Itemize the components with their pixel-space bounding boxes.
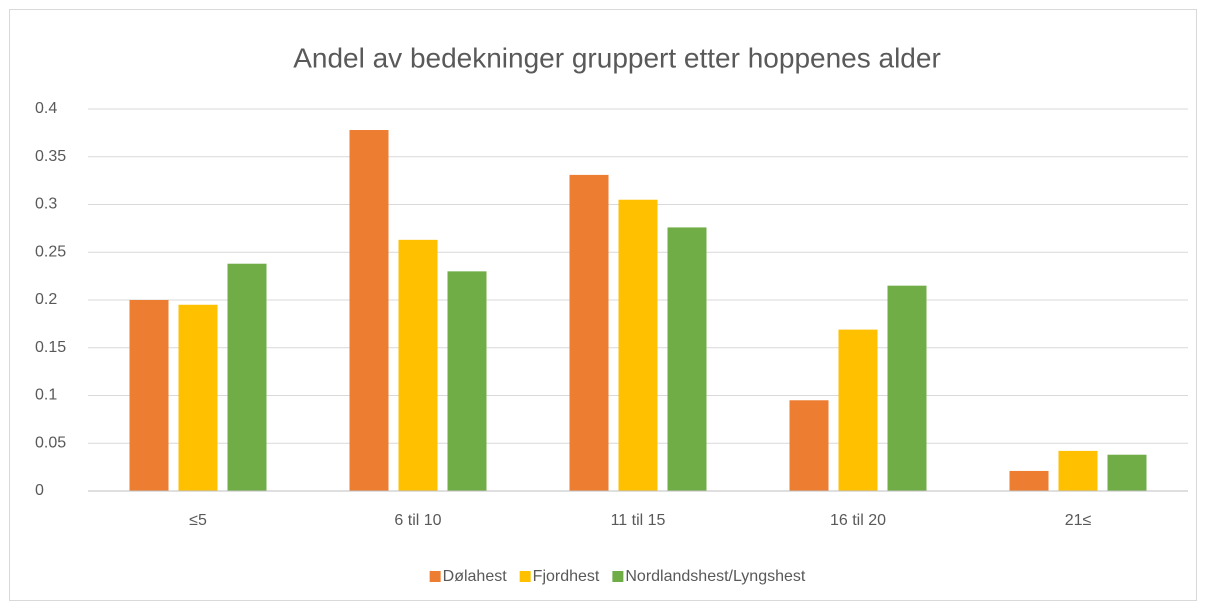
legend-swatch	[519, 571, 531, 582]
x-tick-label: 16 til 20	[830, 512, 886, 529]
bar	[667, 227, 707, 492]
legend-label: Fjordhest	[533, 568, 600, 585]
legend-label: Dølahest	[443, 568, 508, 585]
y-tick-label: 0.05	[35, 434, 66, 451]
x-tick-label: ≤5	[189, 512, 207, 529]
legend-label: Nordlandshest/Lyngshest	[625, 568, 806, 585]
bar	[1058, 450, 1098, 491]
bar	[1107, 454, 1147, 491]
bar	[789, 400, 829, 491]
bar	[618, 199, 658, 491]
bar	[178, 304, 218, 491]
y-tick-label: 0.25	[35, 243, 66, 260]
bar	[1009, 470, 1049, 491]
bar	[447, 271, 487, 491]
bar	[227, 263, 267, 491]
x-tick-label: 21≤	[1065, 512, 1092, 529]
bar	[887, 285, 927, 491]
legend-swatch	[612, 571, 624, 582]
bar	[398, 239, 438, 491]
y-tick-label: 0.2	[35, 291, 57, 308]
chart-title: Andel av bedekninger gruppert etter hopp…	[293, 42, 941, 73]
y-tick-label: 0.1	[35, 387, 57, 404]
y-tick-label: 0	[35, 482, 44, 499]
bar	[129, 300, 169, 491]
legend-swatch	[429, 571, 441, 582]
y-tick-label: 0.35	[35, 148, 66, 165]
bar	[569, 174, 609, 491]
y-tick-label: 0.3	[35, 196, 57, 213]
y-tick-label: 0.15	[35, 339, 66, 356]
y-tick-label: 0.4	[35, 100, 57, 117]
x-tick-label: 11 til 15	[611, 512, 666, 529]
x-tick-label: 6 til 10	[394, 512, 441, 529]
bar	[838, 329, 878, 491]
bar	[349, 130, 389, 491]
